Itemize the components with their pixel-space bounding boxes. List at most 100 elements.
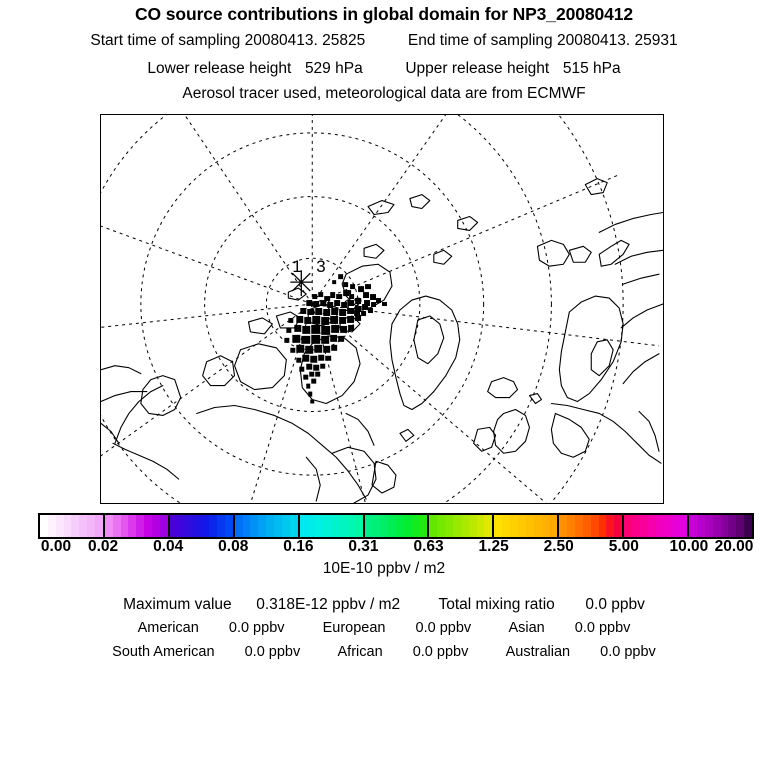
end-time-value: 20080413. 25931 (556, 32, 678, 49)
coastlines (101, 178, 663, 503)
map-marker-1: 1 (292, 257, 301, 276)
colorbar-segment-blue-violet (169, 515, 235, 537)
page-title: CO source contributions in global domain… (134, 4, 634, 24)
colorbar-step (242, 515, 251, 537)
colorbar-tick-3: 0.08 (218, 538, 249, 555)
colorbar-step (120, 515, 129, 537)
colorbar-step (112, 515, 121, 537)
colorbar-step (274, 515, 282, 537)
colorbar-step (71, 515, 80, 537)
region-asian-value: 0.0 ppbv (574, 620, 631, 636)
colorbar-step (567, 515, 575, 537)
colorbar-step (47, 515, 56, 537)
map-marker-2: 2 (353, 294, 362, 313)
colorbar-step (159, 515, 168, 537)
map-plot-panel: 1 3 4 1 2 (100, 114, 664, 504)
region-european-label: European (322, 620, 386, 636)
colorbar-step (671, 515, 680, 537)
map-marker-3: 3 (316, 257, 325, 276)
colorbar-step (299, 515, 308, 537)
trajectory-number-labels: 1 3 4 1 2 (292, 257, 362, 315)
region-asian-label: Asian (508, 620, 545, 636)
colorbar-step (216, 515, 225, 537)
colorbar-step (728, 515, 737, 537)
colorbar-step (624, 515, 633, 537)
colorbar-tick-9: 5.00 (608, 538, 639, 555)
colorbar-unit-label: 10E-10 ppbv / m2 (322, 560, 446, 577)
colorbar-segment-green (364, 515, 430, 537)
colorbar-step (152, 515, 160, 537)
colorbar-step (590, 515, 599, 537)
colorbar-step (704, 515, 713, 537)
colorbar-segment-cyan (299, 515, 365, 537)
colorbar-segment-yellow-green (429, 515, 495, 537)
map-svg: 1 3 4 1 2 (101, 115, 663, 503)
colorbar-step (411, 515, 420, 537)
region-australian-label: Australian (505, 644, 571, 660)
colorbar-step (468, 515, 477, 537)
upper-release-value: 515 hPa (562, 60, 621, 77)
colorbar-step (533, 515, 542, 537)
colorbar-step (209, 515, 217, 537)
colorbar-step (250, 515, 259, 537)
colorbar-step (289, 515, 298, 537)
colorbar-step (281, 515, 290, 537)
colorbar-step (144, 515, 153, 537)
footer-max-line: Maximum value 0.318E-12 ppbv / m2 Total … (0, 596, 768, 614)
colorbar-step (510, 515, 518, 537)
colorbar-step (484, 515, 493, 537)
colorbar-segment-purple-dark (689, 515, 752, 537)
maximum-value-value: 0.318E-12 ppbv / m2 (256, 596, 401, 613)
region-south-american-label: South American (112, 644, 215, 660)
colorbar-step (79, 515, 88, 537)
colorbar-step (517, 515, 526, 537)
colorbar-step (185, 515, 194, 537)
colorbar-segment-orange-red (559, 515, 625, 537)
colorbar-step (429, 515, 438, 537)
colorbar-tick-1: 0.02 (87, 538, 119, 555)
footer-region-line-2: South American 0.0 ppbv African 0.0 ppbv… (0, 644, 768, 660)
colorbar-segment-blue-cyan (234, 515, 300, 537)
colorbar-step (136, 515, 145, 537)
colorbar-step (679, 515, 688, 537)
colorbar-step (338, 515, 347, 537)
colorbar-step (55, 515, 64, 537)
colorbar-step (419, 515, 428, 537)
colorbar-step (655, 515, 664, 537)
colorbar-step (736, 515, 745, 537)
colorbar-step (663, 515, 672, 537)
colorbar-step (372, 515, 381, 537)
colorbar-step (689, 515, 697, 537)
colorbar-step (574, 515, 583, 537)
colorbar-step (525, 515, 534, 537)
colorbar-step (354, 515, 363, 537)
map-marker-1b: 1 (343, 296, 352, 315)
region-south-american-value: 0.0 ppbv (244, 644, 301, 660)
colorbar-step (598, 515, 607, 537)
upper-release-label: Upper release height (405, 60, 550, 77)
map-marker-4: 4 (322, 294, 331, 313)
colorbar-step (549, 515, 558, 537)
colorbar-step (744, 515, 752, 537)
tracer-note: Aerosol tracer used, meteorological data… (182, 85, 586, 102)
colorbar-step (437, 515, 446, 537)
colorbar-tick-5: 0.31 (348, 538, 379, 555)
colorbar-step (315, 515, 324, 537)
colorbar-step (323, 515, 332, 537)
colorbar-step (364, 515, 373, 537)
end-time-label: End time of sampling (407, 32, 553, 49)
colorbar-step (639, 515, 648, 537)
colorbar-tick-6: 0.63 (413, 538, 444, 555)
colorbar-step (720, 515, 729, 537)
concentration-plume (284, 274, 387, 404)
colorbar-step (193, 515, 202, 537)
region-african-value: 0.0 ppbv (412, 644, 469, 660)
start-time-label: Start time of sampling (90, 32, 241, 49)
colorbar-tick-labels: 0.00 0.02 0.04 0.08 0.16 0.31 0.63 1.25 2.50 5.00… (0, 538, 768, 558)
region-american-label: American (137, 620, 199, 636)
total-mixing-ratio-label: Total mixing ratio (438, 596, 555, 613)
colorbar-step (388, 515, 396, 537)
colorbar-step (453, 515, 461, 537)
colorbar-step (445, 515, 454, 537)
